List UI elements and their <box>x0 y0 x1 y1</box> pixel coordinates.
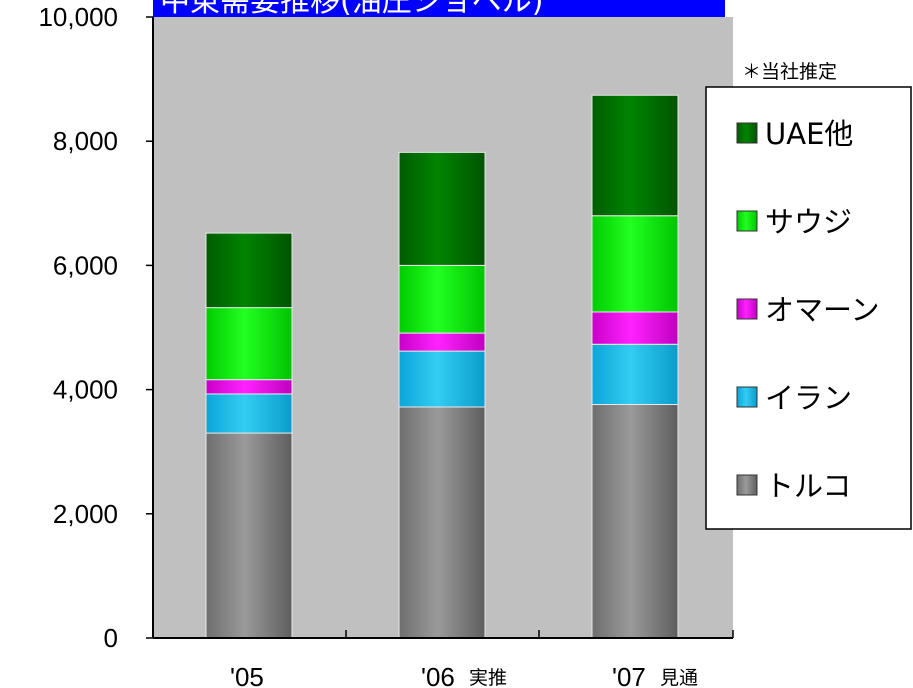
x-category-label-1: '06 <box>421 662 455 688</box>
title-box <box>153 0 725 17</box>
bar-segment-s4-c1 <box>398 151 486 266</box>
bar-segment-s2-c1 <box>398 332 486 352</box>
legend-swatch-4 <box>736 122 758 144</box>
chart-title: 中東需要推移(油圧ショベル) <box>160 0 543 19</box>
x-category-note-2: 見通 <box>660 667 698 688</box>
bar-segment-s0-c0 <box>205 432 293 639</box>
legend-swatch-1 <box>736 386 758 408</box>
bar-segment-s1-c2 <box>591 343 679 406</box>
bar-segment-s2-c0 <box>205 379 293 395</box>
y-tick-label-4: 8,000 <box>53 126 118 156</box>
legend-label-1: イラン <box>765 381 852 415</box>
y-tick-label-2: 4,000 <box>53 375 118 405</box>
bar-segment-s4-c0 <box>205 232 293 309</box>
y-tick-label-3: 6,000 <box>53 250 118 280</box>
legend-label-2: オマーン <box>765 293 880 327</box>
bar-segment-s0-c1 <box>398 406 486 639</box>
bar-segment-s3-c1 <box>398 264 486 334</box>
y-axis-ticks: 0 2,000 4,000 6,000 8,000 10,000 <box>38 2 153 653</box>
bars-group <box>205 94 679 639</box>
bar-segment-s3-c0 <box>205 307 293 381</box>
bar-segment-s1-c1 <box>398 350 486 408</box>
legend-swatch-0 <box>736 474 758 496</box>
estimate-note: ＊当社推定 <box>742 61 837 83</box>
legend-swatch-2 <box>736 298 758 320</box>
bar-segment-s3-c2 <box>591 215 679 313</box>
bar-segment-s2-c2 <box>591 311 679 345</box>
x-category-label-0: '05 <box>230 662 264 688</box>
x-category-label-2: '07 <box>612 662 646 688</box>
y-tick-label-5: 10,000 <box>38 2 118 32</box>
bar-segment-s1-c0 <box>205 393 293 434</box>
x-axis-labels: '05 '06 実推 '07 見通 <box>230 662 698 688</box>
y-tick-label-0: 0 <box>104 623 118 653</box>
bar-segment-s0-c2 <box>591 404 679 639</box>
x-axis-ticks <box>152 630 734 638</box>
y-tick-label-1: 2,000 <box>53 499 118 529</box>
bar-segment-s4-c2 <box>591 94 679 217</box>
legend-swatch-3 <box>736 210 758 232</box>
legend-label-0: トルコ <box>765 469 851 503</box>
legend-label-3: サウジ <box>765 205 852 239</box>
legend-label-4: UAE他 <box>765 117 853 151</box>
x-category-note-1: 実推 <box>469 667 507 688</box>
